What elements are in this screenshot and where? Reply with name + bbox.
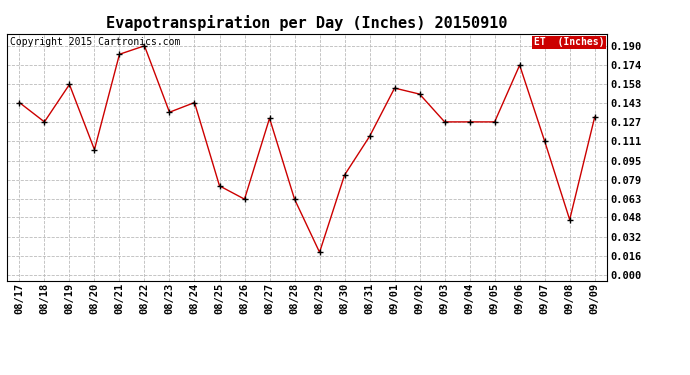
Text: Copyright 2015 Cartronics.com: Copyright 2015 Cartronics.com [10, 38, 180, 48]
Title: Evapotranspiration per Day (Inches) 20150910: Evapotranspiration per Day (Inches) 2015… [106, 15, 508, 31]
Text: ET  (Inches): ET (Inches) [533, 38, 604, 48]
